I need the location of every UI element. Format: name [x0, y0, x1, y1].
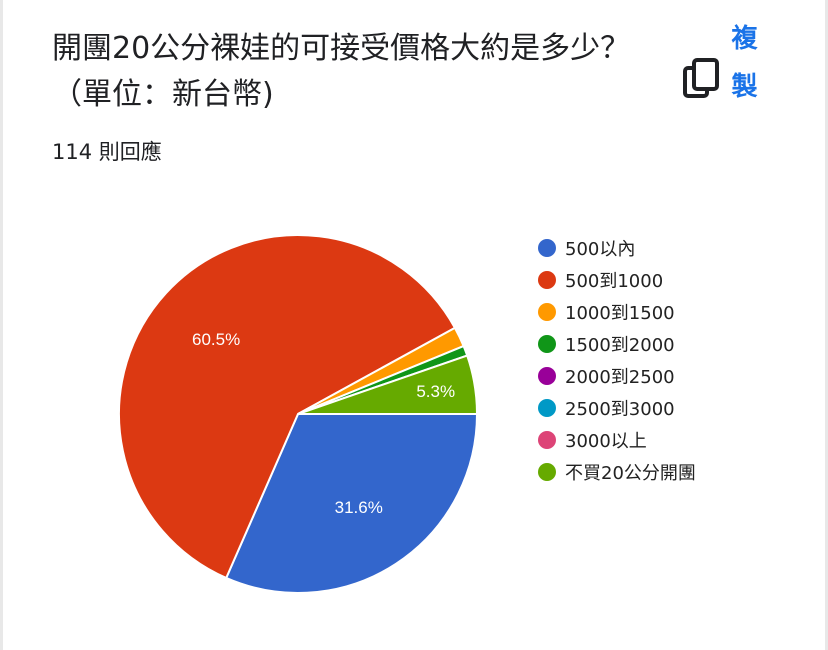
legend-swatch-5: [538, 399, 556, 417]
legend-label-0: 500以內: [565, 239, 636, 260]
legend-label-4: 2000到2500: [565, 367, 675, 388]
pie-slice-1[interactable]: [118, 234, 457, 580]
legend-label-3: 1500到2000: [565, 335, 675, 356]
response-count: 114 則回應: [52, 140, 162, 164]
copy-button[interactable]: 複製: [727, 24, 757, 120]
legend-swatch-0: [538, 239, 556, 257]
legend-label-5: 2500到3000: [565, 399, 675, 420]
card-border-left: [0, 0, 3, 650]
legend-item-4[interactable]: 2000到2500: [538, 360, 696, 392]
legend-item-0[interactable]: 500以內: [538, 232, 696, 264]
pie-slice-7[interactable]: [297, 354, 479, 415]
legend-item-7[interactable]: 不買20公分開團: [538, 456, 696, 488]
slice-label-1: 60.5%: [192, 330, 240, 349]
legend-item-5[interactable]: 2500到3000: [538, 392, 696, 424]
legend-item-3[interactable]: 1500到2000: [538, 328, 696, 360]
slice-label-0: 31.6%: [335, 498, 383, 517]
legend-swatch-3: [538, 335, 556, 353]
legend-swatch-1: [538, 271, 556, 289]
legend-swatch-7: [538, 463, 556, 481]
legend-swatch-6: [538, 431, 556, 449]
legend-label-1: 500到1000: [565, 271, 664, 292]
copy-icon[interactable]: [683, 58, 719, 100]
pie-slice-0[interactable]: [224, 413, 479, 594]
slice-label-7: 5.3%: [416, 382, 455, 401]
card-border-right: [825, 0, 828, 650]
legend-swatch-4: [538, 367, 556, 385]
legend-swatch-2: [538, 303, 556, 321]
legend-label-6: 3000以上: [565, 431, 647, 452]
legend-item-6[interactable]: 3000以上: [538, 424, 696, 456]
legend-item-1[interactable]: 500到1000: [538, 264, 696, 296]
legend-item-2[interactable]: 1000到1500: [538, 296, 696, 328]
legend-label-7: 不買20公分開團: [565, 463, 696, 484]
legend-label-2: 1000到1500: [565, 303, 675, 324]
chart-legend: 500以內 500到1000 1000到1500 1500到2000 2000到2500…: [538, 232, 696, 488]
question-title: 開團20公分裸娃的可接受價格大約是多少？（單位：新台幣): [52, 31, 631, 112]
